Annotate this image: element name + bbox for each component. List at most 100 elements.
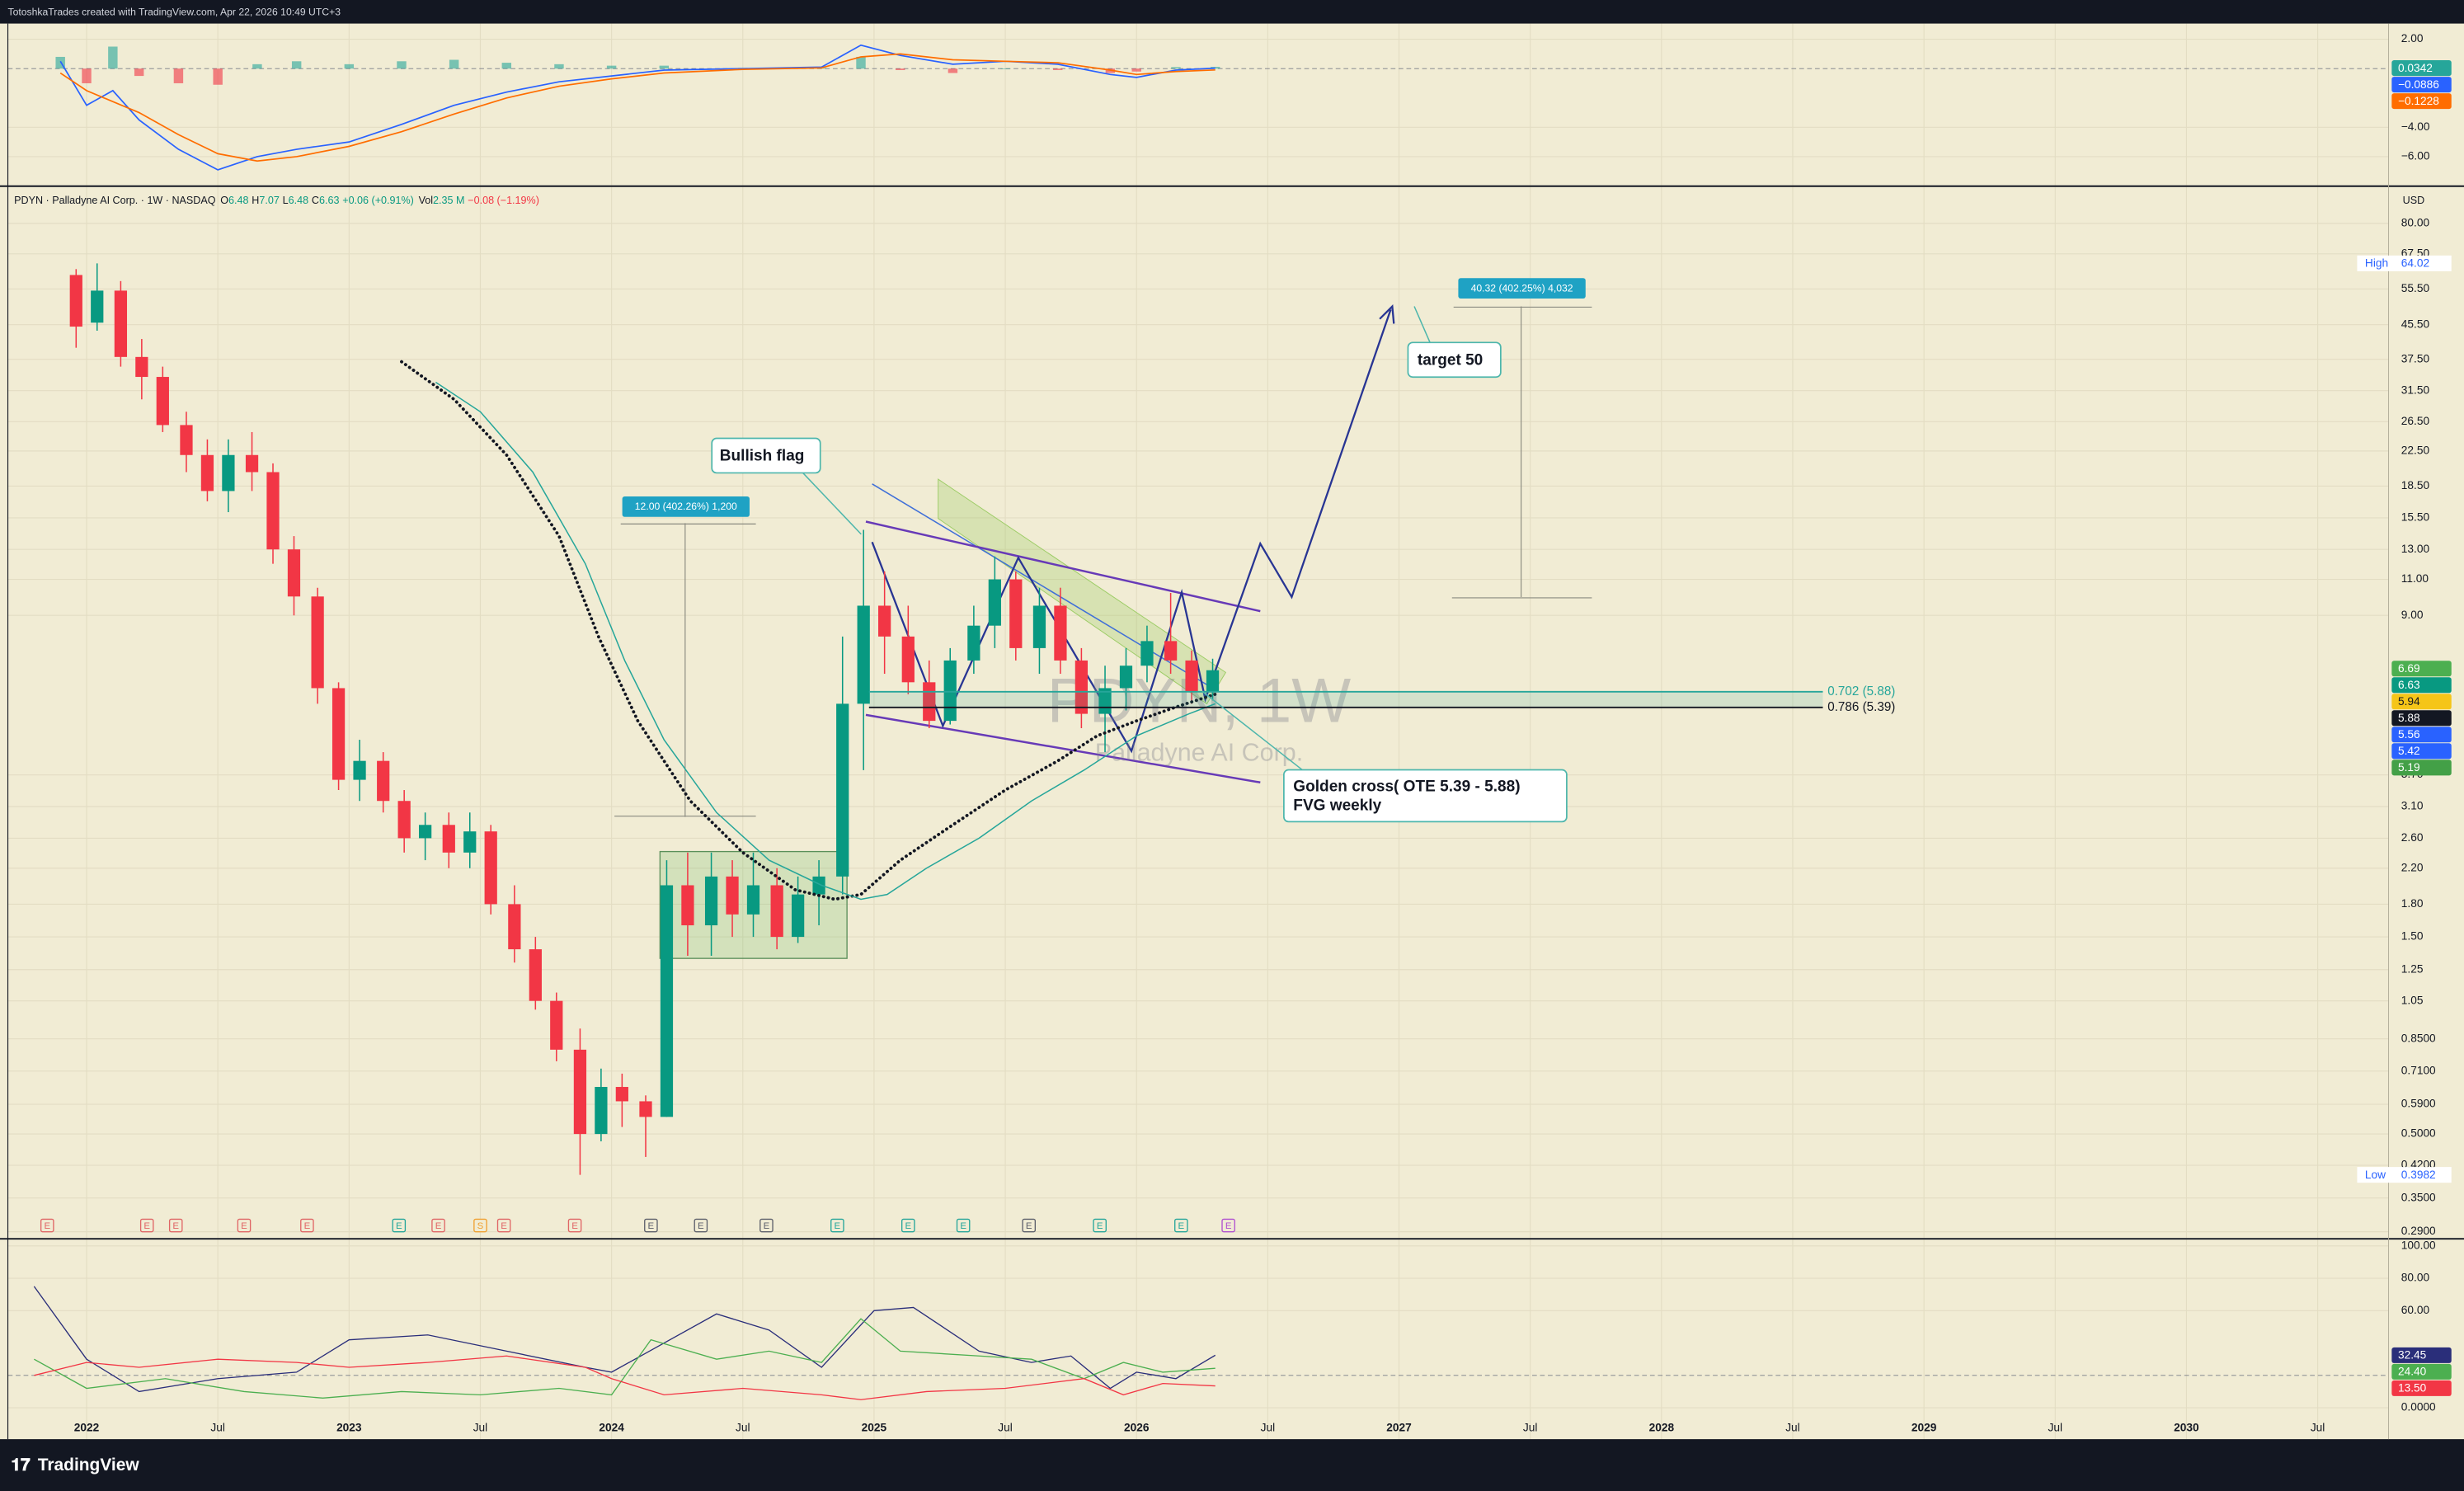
- price-badge-label: 5.56: [2398, 728, 2420, 741]
- callouts: Bullish flag target 50 Golden cross( OTE…: [711, 306, 1568, 823]
- price-badge-label: −0.1228: [2398, 95, 2439, 107]
- price-badge-label: 5.94: [2398, 695, 2420, 708]
- histogram-bar: [449, 59, 459, 69]
- event-marker: [139, 1218, 154, 1233]
- price-badge-label: −0.0886: [2398, 78, 2439, 91]
- event-marker: [956, 1218, 971, 1233]
- callout-box: [1283, 769, 1568, 823]
- candle-body: [988, 579, 1001, 626]
- event-label: E: [172, 1221, 179, 1231]
- candle-body: [901, 636, 915, 683]
- legend-key: O: [220, 195, 228, 206]
- candle-body: [812, 876, 825, 895]
- x-tick-label: Jul: [473, 1421, 488, 1433]
- measure-label-box: [622, 496, 750, 517]
- measure-label-box: [1458, 278, 1586, 299]
- measure-label: 12.00 (402.26%) 1,200: [635, 501, 737, 512]
- price-badge: [2391, 727, 2452, 743]
- event-marker: [300, 1218, 314, 1233]
- x-tick-label: Jul: [2048, 1421, 2063, 1433]
- legend-change: +0.06 (+0.91%): [342, 195, 414, 206]
- candle-body: [615, 1087, 628, 1102]
- y-tick-label: 80.00: [2401, 1272, 2430, 1284]
- candle-body: [1009, 579, 1023, 648]
- price-badge-label: 5.42: [2398, 745, 2420, 757]
- event-label: E: [648, 1221, 655, 1231]
- event-label: E: [44, 1221, 50, 1231]
- event-label: E: [241, 1221, 247, 1231]
- y-tick-label: 1.25: [2401, 962, 2424, 975]
- extreme-value: 0.3982: [2401, 1169, 2436, 1181]
- event-marker: [1093, 1218, 1107, 1233]
- event-label: E: [435, 1221, 442, 1231]
- event-label: E: [764, 1221, 770, 1231]
- brand-logo: 𝟏𝟕: [11, 1456, 31, 1475]
- x-tick-label: Jul: [1785, 1421, 1800, 1433]
- price-badge: [2391, 60, 2452, 77]
- candle-body: [1164, 641, 1178, 661]
- event-label: S: [477, 1221, 484, 1231]
- extreme-box: [2357, 1167, 2452, 1183]
- histogram-bar: [82, 68, 92, 83]
- price-badge-label: 24.40: [2398, 1366, 2427, 1378]
- candle-body: [1054, 605, 1067, 661]
- candle-body: [726, 876, 739, 915]
- candle-body: [353, 760, 366, 780]
- x-tick-label: 2026: [1124, 1421, 1150, 1433]
- y-tick-label: 0.5900: [2401, 1098, 2436, 1110]
- price-badge-label: 5.88: [2398, 712, 2420, 724]
- legend-value: 6.48: [228, 195, 248, 206]
- price-badge: [2391, 1347, 2452, 1363]
- candle-body: [878, 605, 891, 637]
- event-marker: [1174, 1218, 1188, 1233]
- y-tick-label: 31.50: [2401, 383, 2430, 396]
- candle-body: [529, 949, 542, 1001]
- event-marker: [830, 1218, 844, 1233]
- series-line: [33, 1286, 1216, 1393]
- watermark-symbol: PDYN, 1W: [1047, 666, 1351, 736]
- legend-volume-change: −0.08 (−1.19%): [468, 195, 539, 206]
- x-tick-label: 2025: [862, 1421, 887, 1433]
- candle-body: [266, 472, 280, 550]
- histogram-bar: [1211, 67, 1220, 69]
- price-badge: [2391, 677, 2452, 694]
- histogram-bar: [554, 63, 564, 69]
- price-badge-label: 6.69: [2398, 662, 2420, 675]
- histogram-bar: [856, 56, 866, 69]
- legend-value: 2.35 M: [433, 195, 464, 206]
- candle-body: [704, 876, 718, 926]
- series-line: [400, 360, 1217, 901]
- measure-label: 40.32 (402.25%) 4,032: [1471, 282, 1573, 294]
- event-marker: [168, 1218, 183, 1233]
- candle-body: [681, 885, 694, 926]
- candle-body: [222, 454, 235, 492]
- legend-key: Vol: [419, 195, 433, 206]
- candle-body: [770, 885, 783, 938]
- candle-body: [943, 660, 957, 722]
- projection-arrowhead: [1379, 303, 1395, 324]
- header-text: TotoshkaTrades created with TradingView.…: [8, 6, 341, 17]
- y-tick-label: 2.00: [2401, 32, 2424, 45]
- price-badge: [2391, 760, 2452, 776]
- x-tick-label: 2030: [2174, 1421, 2199, 1433]
- price-badge: [2391, 1380, 2452, 1396]
- candle-body: [463, 831, 477, 853]
- event-marker: [1221, 1218, 1235, 1233]
- price-badge-label: 13.50: [2398, 1382, 2427, 1395]
- y-tick-label: 2.20: [2401, 861, 2424, 873]
- histogram-bar: [397, 61, 407, 69]
- event-label: E: [905, 1221, 911, 1231]
- event-marker: [694, 1218, 708, 1233]
- event-marker: [473, 1218, 487, 1233]
- y-tick-label: 13.00: [2401, 543, 2430, 555]
- y-tick-label: 3.10: [2401, 800, 2424, 812]
- event-label: E: [304, 1221, 311, 1231]
- histogram-bar: [108, 46, 118, 69]
- event-marker: [496, 1218, 511, 1233]
- legend-value: 6.63: [319, 195, 339, 206]
- x-tick-label: 2027: [1386, 1421, 1412, 1433]
- y-tick-label: 18.50: [2401, 479, 2430, 492]
